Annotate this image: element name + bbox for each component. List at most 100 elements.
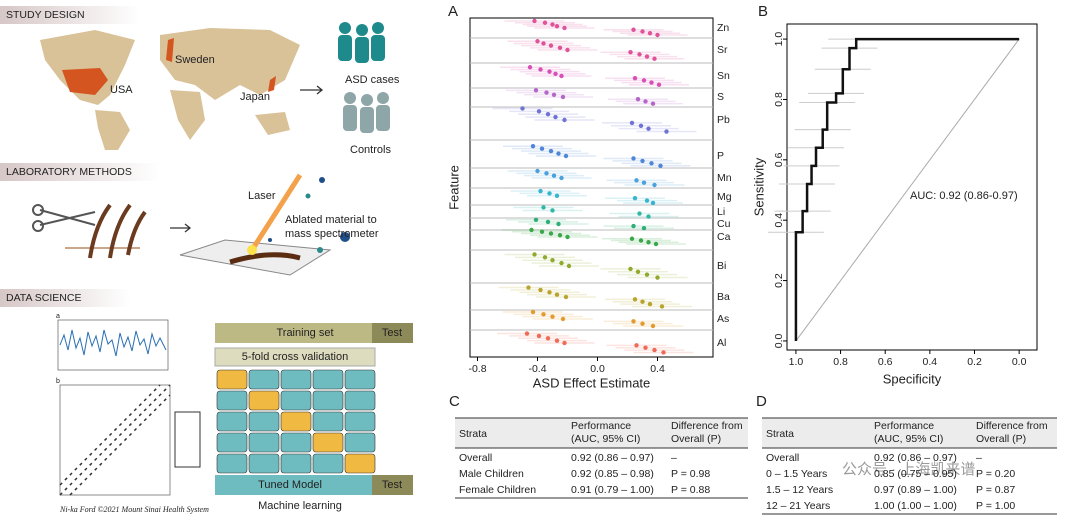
country-label: Sweden — [175, 54, 215, 66]
ml-label: Test — [382, 327, 402, 339]
estimate-dot — [541, 41, 546, 46]
estimate-dot — [632, 195, 638, 201]
fold-cell — [312, 369, 344, 390]
estimate-dot — [644, 54, 650, 59]
ml-label: Test — [382, 479, 402, 491]
x-tick-label: 1.0 — [789, 356, 804, 368]
estimate-dot — [548, 231, 554, 236]
fold-cell — [312, 453, 344, 474]
table-cell: 12 – 21 Years — [766, 500, 830, 512]
fold-cell — [344, 432, 376, 453]
estimate-dot — [559, 175, 564, 181]
fold-cell — [312, 390, 344, 411]
japan-shape — [268, 76, 276, 92]
estimate-dot — [635, 269, 641, 274]
estimate-dot — [647, 301, 653, 307]
estimate-dot — [554, 292, 560, 297]
estimate-dot — [641, 78, 647, 83]
estimate-dot — [542, 255, 548, 260]
table-cell: P = 0.88 — [671, 484, 710, 496]
test-bar — [372, 475, 413, 495]
y-axis-label: Sensitivity — [751, 157, 766, 216]
estimate-dot — [631, 156, 636, 161]
fold-cell — [248, 432, 280, 453]
estimate-dot — [542, 20, 548, 25]
table-header: Performance — [874, 420, 934, 432]
estimate-dot — [551, 92, 557, 97]
ts-line — [59, 329, 167, 357]
y-tick-label: 0.8 — [773, 92, 785, 107]
country-label: USA — [110, 84, 133, 96]
usa-shape — [62, 68, 108, 95]
method-label: Ablated material to — [285, 214, 377, 226]
estimate-dot — [544, 90, 549, 95]
scissors — [32, 204, 96, 232]
table-cell: P = 0.87 — [976, 484, 1015, 496]
x-tick-label: 0.6 — [878, 356, 893, 368]
estimate-dot — [559, 73, 564, 79]
fold-cell — [216, 390, 248, 411]
table-cell: 1.00 (1.00 – 1.00) — [874, 500, 957, 512]
ml-label: Training set — [276, 327, 333, 339]
feature-label: Bi — [717, 260, 726, 272]
feature-label: Cu — [717, 218, 731, 230]
plot-frame — [786, 23, 1038, 351]
particles — [268, 177, 350, 253]
table-cell: – — [976, 452, 982, 464]
estimate-dot — [643, 99, 648, 104]
estimate-dot — [545, 219, 551, 225]
estimate-dot — [550, 208, 555, 213]
estimate-dot — [547, 69, 552, 74]
arrow — [170, 223, 192, 233]
estimate-dot — [536, 333, 542, 339]
panel-label: D — [756, 393, 767, 410]
estimate-dot — [655, 275, 660, 280]
estimate-dot — [547, 191, 552, 196]
estimate-dot — [646, 214, 651, 219]
estimate-dot — [566, 263, 572, 269]
table-cell: 0.85 (0.75 – 0.95) — [874, 468, 957, 480]
plot-label: a — [56, 313, 60, 320]
estimate-dot — [563, 153, 569, 159]
estimate-dot — [532, 18, 537, 24]
estimate-dot — [539, 146, 545, 151]
table-cell: – — [671, 452, 677, 464]
estimate-dot — [553, 71, 558, 77]
fold-cell — [280, 369, 312, 390]
table-cell: 0.92 (0.86 – 0.97) — [874, 452, 957, 464]
estimate-dot — [640, 29, 645, 34]
plot-label: b — [56, 378, 60, 385]
estimate-dot — [650, 101, 656, 106]
estimate-dot — [556, 221, 561, 227]
annotation: AUC: 0.92 (0.86-0.97) — [910, 190, 1018, 202]
estimate-dot — [530, 309, 536, 315]
method-label: mass spectrometer — [285, 228, 379, 240]
x-tick-label: -0.8 — [468, 363, 486, 375]
control-icon — [343, 92, 390, 133]
fold-cell — [216, 369, 248, 390]
feature-label: S — [717, 91, 724, 103]
table-cell: 0 – 1.5 Years — [766, 468, 827, 480]
estimate-dot — [535, 39, 540, 44]
estimate-dot — [638, 123, 644, 128]
estimate-dot — [637, 52, 642, 57]
fold-cell — [216, 432, 248, 453]
estimate-dot — [545, 336, 551, 341]
estimate-dot — [544, 171, 549, 176]
laser-spot — [247, 245, 257, 255]
group-label: ASD cases — [345, 74, 400, 86]
x-tick-label: 0.0 — [1012, 356, 1027, 368]
estimate-dot — [557, 45, 563, 51]
estimate-dot — [563, 294, 569, 300]
estimate-dot — [535, 168, 540, 174]
table-cell: 0.92 (0.86 – 0.97) — [571, 452, 654, 464]
feature-label: As — [717, 313, 729, 325]
estimate-dot — [628, 49, 633, 55]
fold-cell — [280, 390, 312, 411]
x-axis-label: Specificity — [883, 371, 942, 386]
estimate-dot — [631, 223, 636, 229]
estimate-dot — [647, 31, 653, 36]
table-header: Strata — [766, 428, 794, 440]
zoom-box — [174, 411, 201, 468]
